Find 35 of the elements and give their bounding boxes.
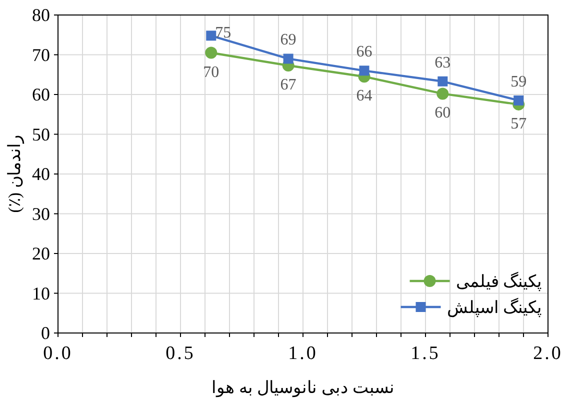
data-label: 75 [215, 24, 232, 42]
point [438, 76, 448, 86]
y-tick-label: 50 [32, 124, 50, 144]
x-tick-label: 2.0 [533, 343, 563, 364]
y-tick-label: 70 [32, 44, 50, 65]
data-label: 64 [356, 88, 372, 105]
legend-label: پکینگ اسپلش [446, 297, 542, 318]
point [205, 46, 218, 59]
y-tick-label: 0 [41, 323, 50, 343]
data-label: 66 [356, 44, 372, 61]
data-label: 57 [510, 115, 527, 132]
x-tick-label: 1.5 [410, 343, 440, 364]
y-tick-label: 30 [32, 204, 50, 224]
point [206, 30, 216, 41]
y-tick-label: 10 [32, 283, 50, 304]
y-tick-label: 40 [32, 164, 50, 184]
point [359, 66, 370, 76]
data-label: 59 [510, 73, 527, 90]
legend-label: پکینگ فیلمی [456, 271, 542, 292]
data-label: 60 [434, 104, 451, 122]
x-tick-label: 1.0 [288, 343, 318, 364]
y-tick-label: 20 [32, 244, 50, 264]
x-tick-label: 0.5 [166, 343, 196, 364]
y-tick-label: 80 [32, 5, 50, 25]
data-label: 67 [280, 76, 296, 94]
data-label: 63 [434, 54, 451, 72]
x-axis-title: نسبت دبی نانوسیال به هوا [212, 378, 394, 398]
point [283, 54, 294, 64]
y-tick-label: 60 [32, 84, 50, 104]
data-label: 69 [280, 32, 296, 49]
point [436, 88, 449, 100]
x-tick-label: 0.0 [43, 343, 73, 364]
y-axis-title: راندمان (٪) [5, 135, 25, 213]
point [514, 95, 524, 106]
data-label: 70 [203, 64, 220, 81]
